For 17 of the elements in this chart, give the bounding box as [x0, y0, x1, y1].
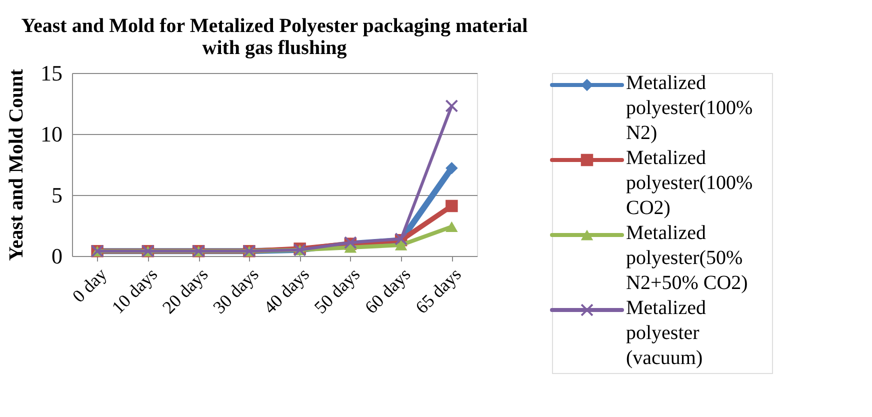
point [445, 99, 458, 112]
chart-title: Yeast and Mold for Metalized Polyester packaging material with gas flushing [21, 15, 528, 59]
point [394, 240, 408, 250]
y-tick-label: 15 [40, 60, 62, 86]
x-tick-label: 65 days [412, 264, 465, 318]
y-tick-label: 10 [40, 122, 62, 146]
x-tick-label: 30 days [209, 264, 262, 318]
legend-label: Metalized polyester(100% CO2) [626, 147, 753, 219]
legend-label: Metalized polyester(100% N2) [626, 72, 753, 144]
point [446, 221, 458, 232]
y-tick-label: 5 [52, 182, 62, 208]
legend-label: Metalized polyester(50% N2+50% CO2) [626, 222, 748, 294]
legend-label: Metalized polyester (vacuum) [626, 297, 706, 369]
y-axis-title: Yeast and Mold Count [6, 68, 28, 261]
point [446, 162, 458, 174]
y-tick-label: 0 [52, 244, 62, 268]
point [446, 200, 458, 212]
